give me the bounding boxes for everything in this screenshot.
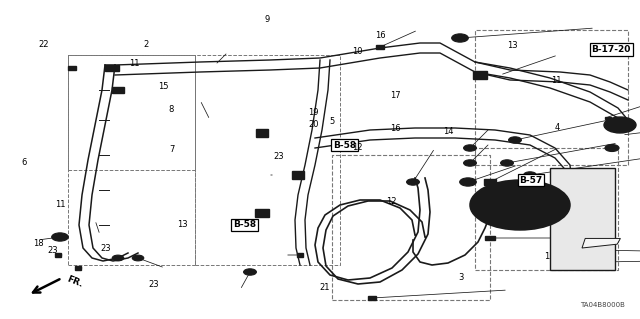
Circle shape xyxy=(410,181,415,183)
Circle shape xyxy=(457,36,463,40)
Text: 6: 6 xyxy=(22,158,27,167)
Circle shape xyxy=(112,255,124,261)
Bar xyxy=(485,236,495,241)
Bar xyxy=(484,179,496,185)
Text: 23: 23 xyxy=(273,152,284,161)
Circle shape xyxy=(52,233,68,241)
Text: 23: 23 xyxy=(148,280,159,289)
Text: 12: 12 xyxy=(387,197,397,206)
Circle shape xyxy=(132,255,144,261)
Bar xyxy=(368,296,376,300)
Circle shape xyxy=(136,257,140,259)
Bar xyxy=(256,130,268,137)
Circle shape xyxy=(506,198,534,212)
Circle shape xyxy=(609,147,615,149)
Bar xyxy=(75,266,81,270)
Text: 11: 11 xyxy=(56,200,66,209)
Text: 21: 21 xyxy=(320,283,330,292)
Text: 15: 15 xyxy=(158,82,168,91)
Circle shape xyxy=(463,145,476,151)
Circle shape xyxy=(514,202,526,208)
Bar xyxy=(105,65,119,71)
Text: 10: 10 xyxy=(352,47,362,56)
Text: 23: 23 xyxy=(47,246,58,255)
Text: 4: 4 xyxy=(554,123,559,132)
Text: 17: 17 xyxy=(390,91,401,100)
Bar xyxy=(473,71,487,79)
Circle shape xyxy=(116,257,120,259)
Text: 11: 11 xyxy=(552,76,562,85)
Text: 14: 14 xyxy=(443,127,453,136)
Text: 16: 16 xyxy=(390,124,401,133)
Circle shape xyxy=(460,178,476,186)
Bar xyxy=(292,172,304,179)
Bar xyxy=(376,45,384,49)
Polygon shape xyxy=(582,238,620,248)
Circle shape xyxy=(612,121,628,129)
Text: 5: 5 xyxy=(329,117,334,126)
Text: 22: 22 xyxy=(38,40,49,48)
Text: 23: 23 xyxy=(100,244,111,253)
Text: 12: 12 xyxy=(352,143,362,152)
Circle shape xyxy=(467,162,472,164)
Bar xyxy=(55,253,61,256)
Circle shape xyxy=(527,174,532,176)
Text: 3: 3 xyxy=(458,273,463,282)
Text: B-17-20: B-17-20 xyxy=(591,45,631,54)
Bar xyxy=(297,253,303,256)
Circle shape xyxy=(604,117,636,133)
Text: B-58: B-58 xyxy=(233,220,256,229)
Text: 1: 1 xyxy=(545,252,550,261)
Text: 2: 2 xyxy=(143,40,148,49)
Text: 13: 13 xyxy=(177,220,188,229)
Circle shape xyxy=(500,160,513,166)
Circle shape xyxy=(524,172,536,178)
Bar xyxy=(111,87,124,93)
Text: B-58: B-58 xyxy=(333,141,356,150)
Text: 7: 7 xyxy=(169,145,174,154)
Circle shape xyxy=(248,271,253,273)
Circle shape xyxy=(605,145,619,152)
Circle shape xyxy=(406,179,419,185)
Circle shape xyxy=(463,160,476,166)
Circle shape xyxy=(467,147,472,149)
Text: FR.: FR. xyxy=(65,275,84,289)
Circle shape xyxy=(470,180,570,230)
Text: 19: 19 xyxy=(308,108,319,117)
Text: 13: 13 xyxy=(507,41,517,50)
Circle shape xyxy=(452,34,468,42)
Text: 18: 18 xyxy=(33,239,44,248)
Text: 11: 11 xyxy=(129,59,140,68)
Circle shape xyxy=(509,137,522,143)
Bar xyxy=(605,116,611,119)
Circle shape xyxy=(513,139,518,141)
Bar xyxy=(255,210,269,217)
Text: 9: 9 xyxy=(265,15,270,24)
Text: 16: 16 xyxy=(376,31,386,40)
Text: B-57: B-57 xyxy=(520,176,543,185)
Bar xyxy=(68,66,76,70)
Text: 8: 8 xyxy=(169,105,174,114)
Text: TA04B8000B: TA04B8000B xyxy=(580,302,625,308)
Circle shape xyxy=(465,180,471,184)
Bar xyxy=(550,168,615,270)
Circle shape xyxy=(57,235,63,239)
Circle shape xyxy=(244,269,257,275)
Text: 20: 20 xyxy=(308,120,319,129)
Circle shape xyxy=(504,162,509,164)
